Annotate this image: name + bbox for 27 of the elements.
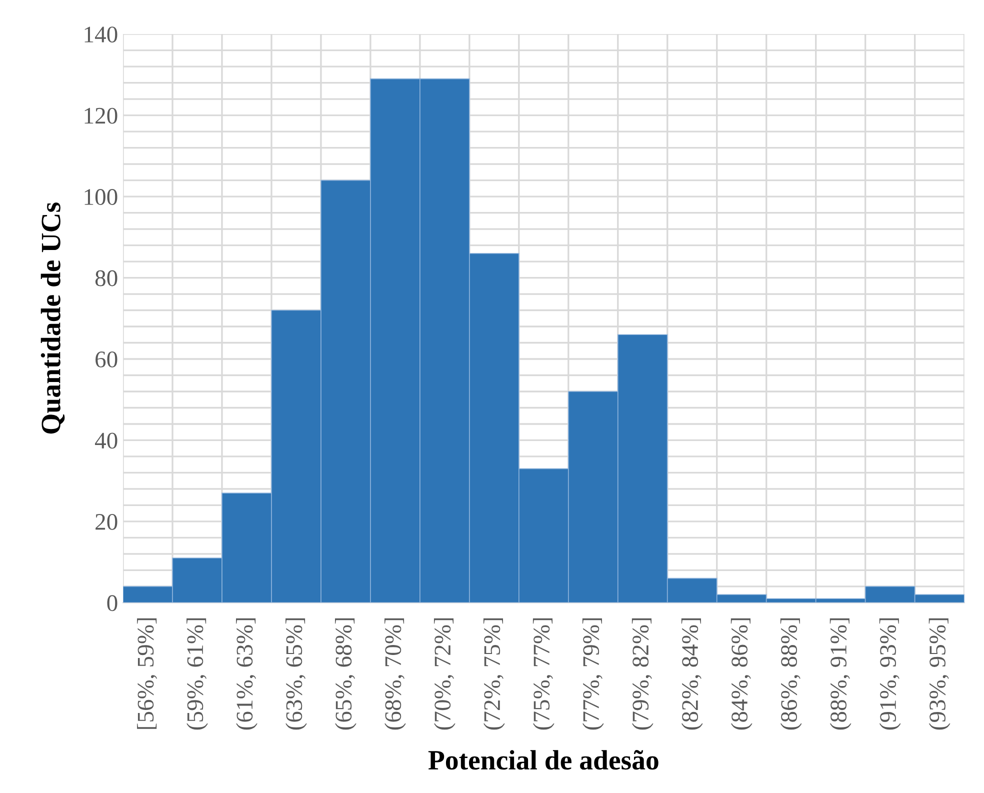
x-tick-label: (65%, 68%]	[334, 618, 356, 730]
x-axis-title: Potencial de adesão	[428, 750, 658, 770]
x-tick-label: (88%, 91%]	[830, 618, 852, 730]
y-tick-label: 20	[96, 514, 118, 530]
y-axis-title: Quantidade de UCs	[40, 202, 65, 434]
x-tick-label: (63%, 65%]	[286, 618, 307, 730]
x-tick-label: (68%, 70%]	[384, 618, 406, 730]
y-tick-label: 80	[95, 270, 118, 286]
y-tick-label: 40	[94, 432, 118, 449]
x-tick-label: (86%, 88%]	[780, 618, 802, 730]
x-tick-label: (59%, 61%]	[186, 618, 208, 730]
y-tick-label: 60	[96, 351, 118, 368]
y-tick-label: 140	[84, 26, 118, 43]
x-tick-label: [56%, 59%]	[137, 618, 158, 729]
x-tick-label: (70%, 72%]	[434, 618, 456, 730]
x-tick-label: (82%, 84%]	[681, 618, 703, 730]
x-tick-label: (72%, 75%]	[483, 618, 505, 730]
x-tick-label: (77%, 79%]	[582, 618, 604, 730]
x-tick-label: (84%, 86%]	[730, 618, 752, 730]
y-tick-label: 0	[107, 595, 118, 612]
y-tick-label: 120	[84, 108, 118, 124]
x-tick-label: (91%, 93%]	[879, 618, 901, 730]
x-tick-label: (93%, 95%]	[928, 618, 950, 730]
y-tick-label: 100	[84, 189, 118, 205]
x-tick-label: (75%, 77%]	[532, 618, 554, 730]
x-tick-label: (79%, 82%]	[632, 618, 654, 730]
x-tick-label: (61%, 63%]	[236, 618, 258, 730]
